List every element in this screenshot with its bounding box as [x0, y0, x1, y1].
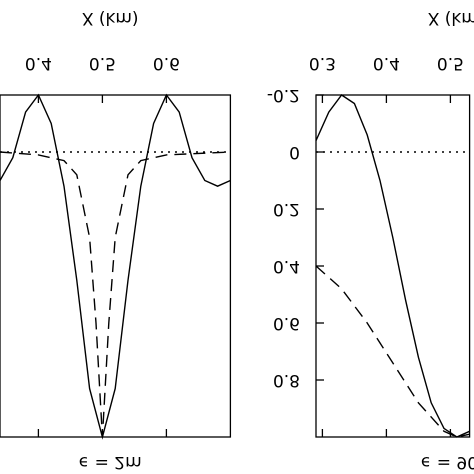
x-tick-label: 0.6 — [153, 53, 180, 73]
panel-caption: ϵ = 90( — [421, 452, 474, 472]
y-tick-label: 0 — [289, 142, 300, 162]
plot-frame — [0, 94, 232, 438]
y-tick-label: 0.8 — [273, 370, 300, 390]
x-tick-label: 0.5 — [437, 53, 464, 73]
curve — [0, 151, 231, 438]
x-axis-label: X (km) — [82, 8, 139, 28]
y-tick-label: 0.6 — [273, 313, 300, 333]
panel-caption: ϵ = 2m — [79, 452, 142, 472]
x-tick-label: 0.5 — [89, 53, 116, 73]
curve — [0, 93, 231, 440]
plot-frame — [315, 94, 471, 438]
x-tick-label: 0.3 — [309, 53, 336, 73]
x-tick-label: 0.4 — [25, 53, 52, 73]
x-tick-label: 0.4 — [373, 53, 400, 73]
y-tick-label: 0.4 — [273, 256, 300, 276]
curve — [315, 265, 470, 438]
curve — [315, 94, 470, 438]
x-axis-label: X (km — [428, 8, 474, 28]
y-tick-label: -0.2 — [267, 85, 300, 105]
y-tick-label: 0.2 — [273, 199, 300, 219]
